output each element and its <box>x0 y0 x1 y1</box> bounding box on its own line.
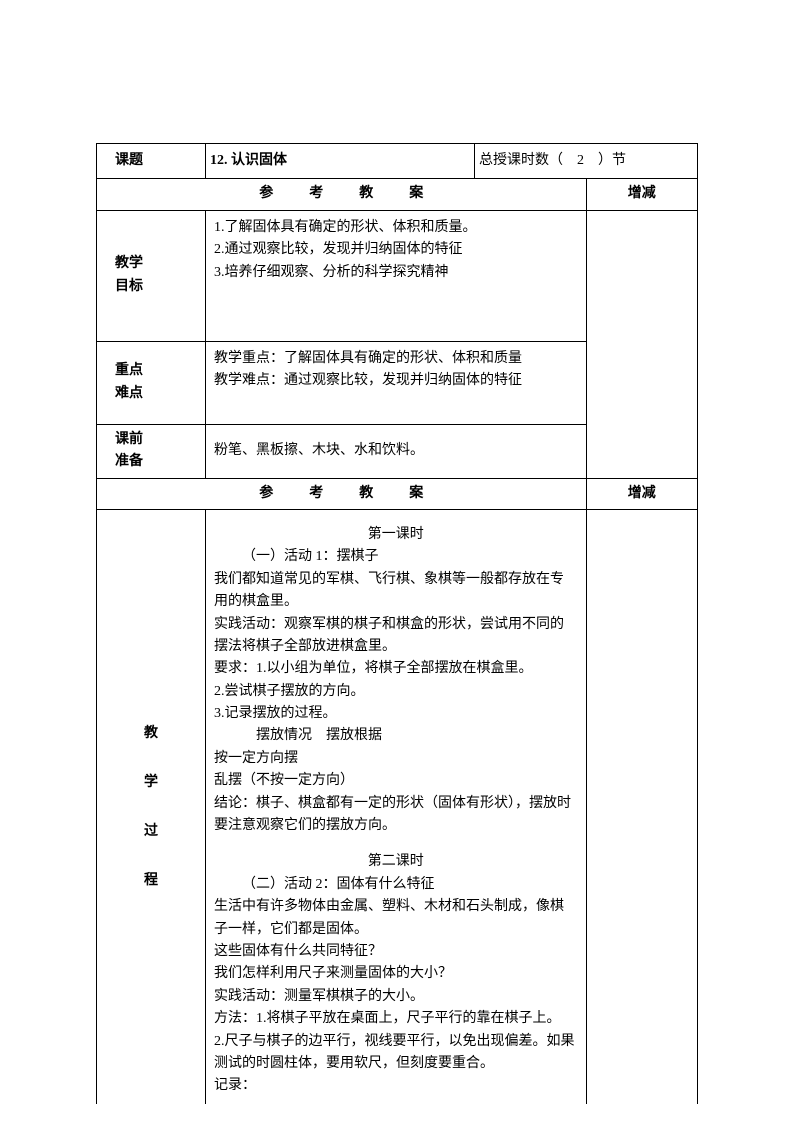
p12: 我们怎样利用尺子来测量固体的大小？ <box>214 963 578 985</box>
prep-label-l2: 准备 <box>115 451 199 473</box>
p10: 生活中有许多物体由金属、塑料、木材和石头制成，像棋子一样，它们都是固体。 <box>214 896 578 941</box>
diff-content: 教学重点：了解固体具有确定的形状、体积和质量 教学难点：通过观察比较，发现并归纳… <box>206 341 587 424</box>
notes-cell-2 <box>586 509 698 1103</box>
hours-label: 总授课时数（ 2 ）节 <box>475 144 698 179</box>
goals-row: 教学 目标 1.了解固体具有确定的形状、体积和质量。 2.通过观察比较，发现并归… <box>97 210 698 341</box>
p5: 3.记录摆放的过程。 <box>214 703 578 725</box>
topic-row: 课题 12. 认识固体 总授课时数（ 2 ）节 <box>97 144 698 179</box>
p1: 我们都知道常见的军棋、飞行棋、象棋等一般都存放在专用的棋盒里。 <box>214 569 578 614</box>
diff-2: 教学难点：通过观察比较，发现并归纳固体的特征 <box>214 370 578 392</box>
p11: 这些固体有什么共同特征？ <box>214 941 578 963</box>
diff-label-l1: 重点 <box>115 360 199 382</box>
proc-c1: 教 <box>103 709 199 758</box>
p4: 2.尝试棋子摆放的方向。 <box>214 681 578 703</box>
lesson-plan-page: 课题 12. 认识固体 总授课时数（ 2 ）节 参考教案 增减 教学 目标 1.… <box>0 0 794 1123</box>
process-content: 第一课时 （一）活动 1：摆棋子 我们都知道常见的军棋、飞行棋、象棋等一般都存放… <box>206 509 587 1103</box>
goal-3: 3.培养仔细观察、分析的科学探究精神 <box>214 262 578 284</box>
p9: 结论：棋子、棋盒都有一定的形状（固体有形状），摆放时要注意观察它们的摆放方向。 <box>214 793 578 838</box>
ref-plan-header: 参考教案 <box>97 179 587 210</box>
process-label: 教 学 过 程 <box>97 509 206 1103</box>
notes-header: 增减 <box>586 179 698 210</box>
p2: 实践活动：观察军棋的棋子和棋盒的形状，尝试用不同的摆法将棋子全部放进棋盒里。 <box>214 614 578 659</box>
activity-2: （二）活动 2：固体有什么特征 <box>214 874 578 896</box>
prep-content: 粉笔、黑板擦、木块、水和饮料。 <box>206 424 587 478</box>
ref-plan-text-2: 参考教案 <box>223 486 459 501</box>
prep-label: 课前 准备 <box>97 424 206 478</box>
lesson-title-2: 第二课时 <box>214 851 578 873</box>
p6: 摆放情况 摆放根据 <box>214 725 578 747</box>
proc-c2: 学 <box>103 758 199 807</box>
goal-content: 1.了解固体具有确定的形状、体积和质量。 2.通过观察比较，发现并归纳固体的特征… <box>206 210 587 341</box>
activity-1: （一）活动 1：摆棋子 <box>214 546 578 568</box>
p16: 记录： <box>214 1075 578 1097</box>
proc-c3: 过 <box>103 807 199 856</box>
ref-header-row-1: 参考教案 增减 <box>97 179 698 210</box>
lesson-title-1: 第一课时 <box>214 524 578 546</box>
goal-label-l1: 教学 <box>115 253 199 275</box>
p15: 2.尺子与棋子的边平行，视线要平行，以免出现偏差。如果测试的时圆柱体，要用软尺，… <box>214 1031 578 1076</box>
ref-plan-text: 参考教案 <box>223 186 459 201</box>
p13: 实践活动：测量军棋棋子的大小。 <box>214 986 578 1008</box>
p14: 方法：1.将棋子平放在桌面上，尺子平行的靠在棋子上。 <box>214 1008 578 1030</box>
p8: 乱摆（不按一定方向） <box>214 770 578 792</box>
ref-plan-header-2: 参考教案 <box>97 478 587 509</box>
p7: 按一定方向摆 <box>214 748 578 770</box>
goal-label: 教学 目标 <box>97 210 206 341</box>
goal-label-l2: 目标 <box>115 276 199 298</box>
proc-c4: 程 <box>103 856 199 905</box>
diff-label: 重点 难点 <box>97 341 206 424</box>
process-row: 教 学 过 程 第一课时 （一）活动 1：摆棋子 我们都知道常见的军棋、飞行棋、… <box>97 509 698 1103</box>
p3: 要求：1.以小组为单位，将棋子全部摆放在棋盒里。 <box>214 658 578 680</box>
diff-1: 教学重点：了解固体具有确定的形状、体积和质量 <box>214 348 578 370</box>
ref-header-row-2: 参考教案 增减 <box>97 478 698 509</box>
topic-value: 12. 认识固体 <box>206 144 475 179</box>
prep-label-l1: 课前 <box>115 429 199 451</box>
notes-cell-1 <box>586 210 698 478</box>
notes-header-2: 增减 <box>586 478 698 509</box>
goal-1: 1.了解固体具有确定的形状、体积和质量。 <box>214 217 578 239</box>
lesson-plan-table: 课题 12. 认识固体 总授课时数（ 2 ）节 参考教案 增减 教学 目标 1.… <box>96 143 698 1104</box>
goal-2: 2.通过观察比较，发现并归纳固体的特征 <box>214 239 578 261</box>
diff-label-l2: 难点 <box>115 383 199 405</box>
topic-label: 课题 <box>97 144 206 179</box>
